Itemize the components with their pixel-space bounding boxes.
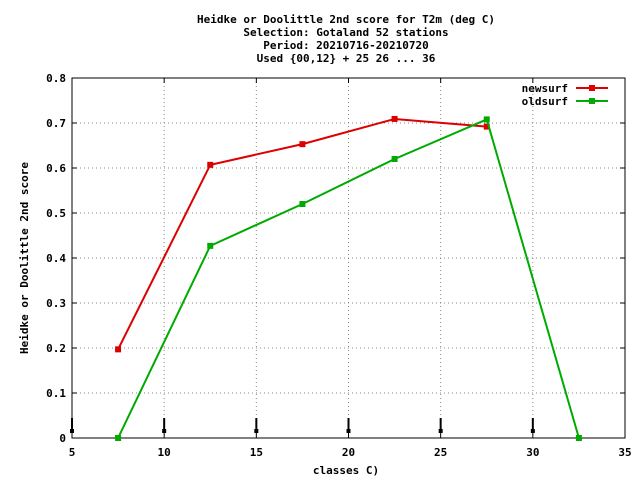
y-tick-label: 0.6 — [46, 162, 66, 175]
legend-label: newsurf — [522, 82, 568, 95]
y-tick-label: 0 — [59, 432, 66, 445]
legend-marker — [589, 85, 595, 91]
x-axis-label: classes C) — [313, 464, 379, 477]
y-tick-labels: 0 0.1 0.2 0.3 0.4 0.5 0.6 0.7 0.8 — [46, 72, 66, 445]
x-tick-label: 5 — [69, 446, 76, 459]
class-marker-tip — [162, 429, 167, 433]
x-tick-label: 15 — [250, 446, 263, 459]
y-tick-label: 0.5 — [46, 207, 66, 220]
data-point — [575, 435, 582, 441]
y-tick-label: 0.8 — [46, 72, 66, 85]
plot-frame — [71, 77, 626, 439]
x-tick-label: 25 — [434, 446, 447, 459]
series-newsurf — [115, 115, 490, 353]
y-tick-label: 0.1 — [46, 387, 66, 400]
class-marker-tip — [530, 429, 535, 433]
x-tick-label: 30 — [526, 446, 539, 459]
class-marker-tip — [346, 429, 351, 433]
data-point — [115, 435, 122, 441]
grid — [72, 78, 625, 438]
x-tick-label: 10 — [158, 446, 171, 459]
data-point — [299, 201, 306, 207]
series-line — [117, 118, 580, 439]
y-tick-label: 0.4 — [46, 252, 66, 265]
y-tick-label: 0.3 — [46, 297, 66, 310]
title-line-4: Used {00,12} + 25 26 ... 36 — [257, 52, 436, 65]
chart-title: Heidke or Doolittle 2nd score for T2m (d… — [197, 13, 495, 65]
series-oldsurf — [115, 116, 582, 441]
class-marker-tip — [254, 429, 259, 433]
title-line-3: Period: 20210716-20210720 — [263, 39, 429, 52]
data-point — [391, 156, 398, 162]
y-tick-label: 0.7 — [46, 117, 66, 130]
y-axis-label: Heidke or Doolittle 2nd score — [18, 162, 31, 354]
data-point — [483, 123, 490, 130]
legend-marker — [589, 98, 595, 104]
title-line-2: Selection: Gotaland 52 stations — [243, 26, 448, 39]
data-point — [207, 242, 214, 249]
legend-label: oldsurf — [522, 95, 568, 108]
class-markers — [70, 418, 535, 433]
title-line-1: Heidke or Doolittle 2nd score for T2m (d… — [197, 13, 495, 26]
x-tick-label: 20 — [342, 446, 355, 459]
class-marker-tip — [70, 429, 74, 433]
y-tick-label: 0.2 — [46, 342, 66, 355]
series — [115, 115, 582, 441]
data-point — [483, 116, 490, 123]
data-point — [115, 346, 122, 353]
data-point — [299, 141, 306, 148]
x-tick-label: 35 — [618, 446, 631, 459]
x-tick-labels: 5 10 15 20 25 30 35 — [69, 446, 632, 459]
class-marker-tip — [438, 429, 443, 433]
data-point — [391, 115, 398, 122]
data-point — [207, 161, 214, 168]
